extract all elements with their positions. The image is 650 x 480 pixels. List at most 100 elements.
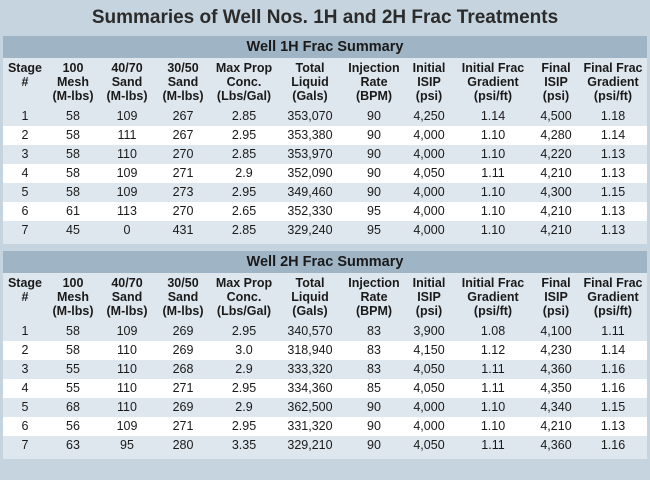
column-header-line: (M-lbs) xyxy=(106,304,148,318)
table-cell: 2.9 xyxy=(211,164,277,183)
table-cell: 110 xyxy=(99,379,155,398)
column-header: 40/70 Sand (M-lbs) xyxy=(99,58,155,107)
table-cell: 1.13 xyxy=(579,417,647,436)
column-header-line: Sand xyxy=(111,75,143,89)
column-header: Initial Frac Gradient (psi/ft) xyxy=(453,58,533,107)
column-header: Initial ISIP (psi) xyxy=(405,58,453,107)
table-cell: 4,280 xyxy=(533,126,579,145)
column-header: 100 Mesh (M-lbs) xyxy=(47,58,99,107)
table-cell: 1.14 xyxy=(579,341,647,360)
column-header-line: (M-lbs) xyxy=(162,304,204,318)
table-cell: 271 xyxy=(155,164,211,183)
column-header-line: Liquid xyxy=(291,290,329,304)
section-title: Well 1H Frac Summary xyxy=(3,36,647,58)
table-cell: 2.95 xyxy=(211,322,277,341)
table-cell: 280 xyxy=(155,436,211,455)
table-cell: 4,050 xyxy=(405,379,453,398)
column-header-line: Initial xyxy=(412,276,446,290)
table-cell: 4,000 xyxy=(405,221,453,240)
table-cell: 4,250 xyxy=(405,107,453,126)
column-header-line: Gradient xyxy=(587,75,639,89)
table-cell: 431 xyxy=(155,221,211,240)
table-cell: 58 xyxy=(47,164,99,183)
column-header-line: (psi/ft) xyxy=(473,304,513,318)
column-header: Initial ISIP (psi) xyxy=(405,273,453,322)
table-cell: 4,050 xyxy=(405,360,453,379)
tables-container: Well 1H Frac Summary Stage #100 Mesh (M-lbs)… xyxy=(3,36,647,459)
well-1-section: Well 1H Frac Summary Stage #100 Mesh (M-lbs)… xyxy=(3,36,647,244)
table-cell: 352,330 xyxy=(277,202,343,221)
column-header: 40/70 Sand (M-lbs) xyxy=(99,273,155,322)
table-cell: 1.11 xyxy=(453,379,533,398)
table-cell: 4,000 xyxy=(405,145,453,164)
table-cell: 90 xyxy=(343,107,405,126)
column-header-line: Conc. xyxy=(226,290,262,304)
table-cell: 4,000 xyxy=(405,398,453,417)
table-cell: 271 xyxy=(155,417,211,436)
table-cell: 4,360 xyxy=(533,436,579,455)
table-cell: 90 xyxy=(343,398,405,417)
table-cell: 111 xyxy=(99,126,155,145)
table-cell: 110 xyxy=(99,145,155,164)
table-cell: 1.10 xyxy=(453,183,533,202)
table-cell: 2.85 xyxy=(211,145,277,164)
table-cell: 271 xyxy=(155,379,211,398)
table-cell: 1.16 xyxy=(579,360,647,379)
table-cell: 4 xyxy=(3,379,47,398)
column-header-line: Initial Frac xyxy=(461,61,525,75)
column-header-line: ISIP xyxy=(544,75,568,89)
table-cell: 2.95 xyxy=(211,183,277,202)
table-cell: 4,210 xyxy=(533,417,579,436)
page-title: Summaries of Well Nos. 1H and 2H Frac Tr… xyxy=(91,7,559,28)
column-header: Total Liquid (Gals) xyxy=(277,273,343,322)
section-title: Well 2H Frac Summary xyxy=(3,251,647,273)
table-cell: 95 xyxy=(343,221,405,240)
table-cell: 1 xyxy=(3,107,47,126)
header-row: Stage #100 Mesh (M-lbs) 40/70 Sand (M-lbs) 30/5… xyxy=(3,273,647,322)
table-cell: 273 xyxy=(155,183,211,202)
column-header: Final ISIP (psi) xyxy=(533,58,579,107)
table-cell: 3,900 xyxy=(405,322,453,341)
column-header: Stage # xyxy=(3,58,47,107)
table-cell: 2 xyxy=(3,126,47,145)
table-cell: 269 xyxy=(155,322,211,341)
frac-summary-table: Stage #100 Mesh (M-lbs) 40/70 Sand (M-lbs) 30/5… xyxy=(3,273,647,455)
table-cell: 329,210 xyxy=(277,436,343,455)
column-header-line: (psi) xyxy=(542,304,570,318)
column-header: Final Frac Gradient (psi/ft) xyxy=(579,273,647,322)
column-header-line: # xyxy=(21,75,29,89)
table-cell: 4 xyxy=(3,164,47,183)
table-cell: 4,000 xyxy=(405,183,453,202)
column-header: 30/50 Sand (M-lbs) xyxy=(155,58,211,107)
table-cell: 1.11 xyxy=(453,164,533,183)
table-cell: 1.12 xyxy=(453,341,533,360)
table-cell: 7 xyxy=(3,436,47,455)
table-cell: 4,220 xyxy=(533,145,579,164)
table-cell: 1.13 xyxy=(579,221,647,240)
column-header-line: Final Frac xyxy=(583,61,643,75)
table-cell: 58 xyxy=(47,341,99,360)
column-header-line: 100 xyxy=(62,61,84,75)
table-cell: 90 xyxy=(343,436,405,455)
table-cell: 56 xyxy=(47,417,99,436)
column-header-line: Gradient xyxy=(467,290,519,304)
column-header-line: 100 xyxy=(62,276,84,290)
table-row: 6 56 109 271 2.95 331,320 90 4,000 1.10 4,210 1.13 xyxy=(3,417,647,436)
table-cell: 58 xyxy=(47,145,99,164)
table-cell: 95 xyxy=(343,202,405,221)
section-bottom-padding xyxy=(3,240,647,244)
frac-summary-table: Stage #100 Mesh (M-lbs) 40/70 Sand (M-lbs) 30/5… xyxy=(3,58,647,240)
table-cell: 353,380 xyxy=(277,126,343,145)
column-header: Total Liquid (Gals) xyxy=(277,58,343,107)
table-cell: 5 xyxy=(3,183,47,202)
column-header-line: (Lbs/Gal) xyxy=(216,304,272,318)
table-cell: 2.95 xyxy=(211,379,277,398)
table-cell: 55 xyxy=(47,360,99,379)
column-header-line: Injection xyxy=(348,276,400,290)
table-cell: 58 xyxy=(47,183,99,202)
table-cell: 3.35 xyxy=(211,436,277,455)
column-header-line: (Lbs/Gal) xyxy=(216,89,272,103)
table-cell: 1.13 xyxy=(579,164,647,183)
column-header: Final ISIP (psi) xyxy=(533,273,579,322)
